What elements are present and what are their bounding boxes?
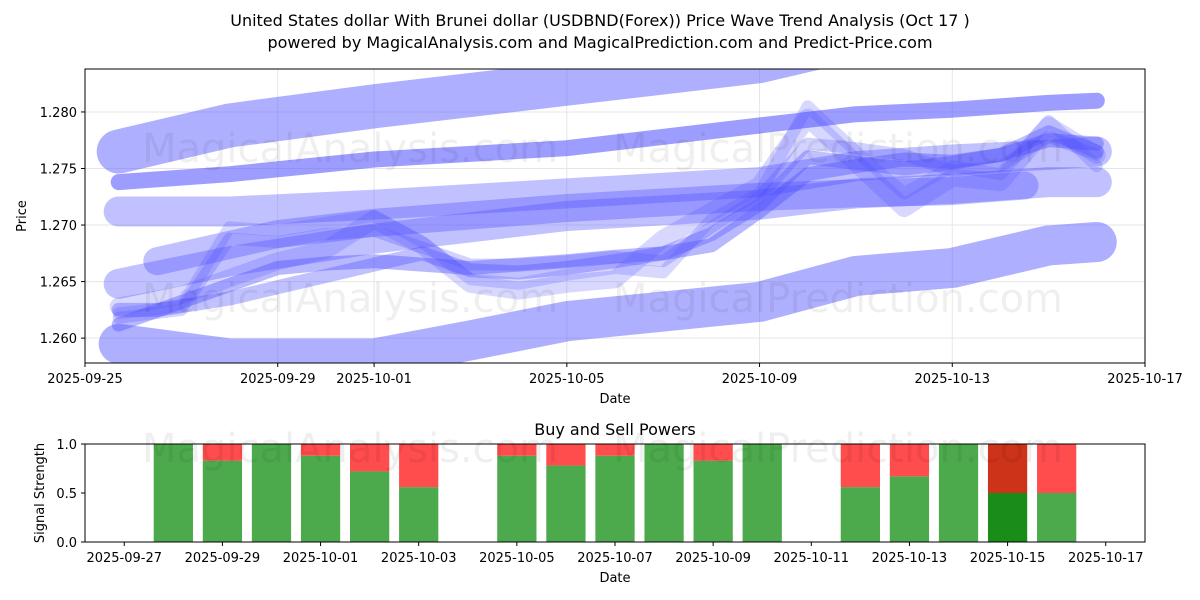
- sell-bar: [595, 444, 635, 456]
- buy-bar: [399, 487, 439, 542]
- buy-sell-y-axis-label: Signal Strength: [33, 443, 48, 543]
- buy-bar: [938, 444, 979, 542]
- sell-bar: [399, 444, 439, 488]
- buy-bar: [300, 455, 341, 542]
- watermark-right-top: MagicalPrediction.com: [613, 126, 1063, 172]
- buy-sell-chart: Buy and Sell Powers MagicalAnalysis.com …: [33, 420, 1146, 586]
- series-price-wave-2: [112, 130, 1103, 324]
- buy-sell-x-tick-label: 2025-10-05: [479, 551, 555, 566]
- buy-bar: [693, 460, 733, 542]
- price-x-tick-label: 2025-10-01: [336, 372, 412, 387]
- price-x-axis-label: Date: [599, 392, 630, 407]
- buy-sell-x-tick-label: 2025-10-07: [577, 551, 653, 566]
- buy-bar: [350, 471, 390, 542]
- buy-bar: [595, 455, 635, 542]
- sell-bar: [1037, 444, 1077, 493]
- price-y-ticks: 1.260 1.265 1.270 1.275 1.280: [40, 106, 85, 347]
- price-plot-frame: [84, 68, 1146, 364]
- buy-bar: [742, 444, 782, 542]
- buy-sell-y-tick-label: 1.0: [56, 438, 77, 453]
- price-x-ticks: 2025-09-25 2025-09-29 2025-10-01 2025-10-05…: [47, 363, 1183, 387]
- series-price-wave-1: [111, 125, 1104, 317]
- buy-bar: [889, 476, 930, 542]
- figure-title-line2: powered by MagicalAnalysis.com and Magic…: [267, 33, 932, 52]
- buy-sell-x-tick-label: 2025-10-13: [872, 551, 948, 566]
- price-series-clip: [96, 69, 1117, 363]
- buy-bar: [987, 493, 1028, 542]
- price-y-tick-label: 1.275: [40, 163, 77, 178]
- buy-bar: [644, 444, 684, 542]
- buy-sell-x-ticks: 2025-09-27 2025-09-29 2025-10-01 2025-10-03…: [86, 542, 1144, 566]
- buy-sell-x-tick-label: 2025-10-11: [774, 551, 850, 566]
- price-x-tick-label: 2025-10-13: [914, 372, 990, 387]
- buy-sell-y-tick-label: 0.0: [56, 536, 77, 551]
- price-x-tick-label: 2025-09-25: [47, 372, 123, 387]
- buy-sell-y-ticks: 0.0 0.5 1.0: [56, 438, 85, 551]
- buy-sell-x-tick-label: 2025-09-27: [86, 551, 162, 566]
- buy-bar: [251, 444, 292, 542]
- sell-bar: [350, 444, 390, 472]
- buy-bar: [202, 460, 243, 542]
- sell-bar: [546, 444, 586, 466]
- price-y-axis-label: Price: [15, 200, 30, 232]
- buy-sell-x-tick-label: 2025-10-15: [970, 551, 1046, 566]
- watermark-right-middle: MagicalPrediction.com: [613, 276, 1063, 322]
- sell-bar: [693, 444, 733, 461]
- series-lower-band: [98, 222, 1117, 363]
- watermark-left-top: MagicalAnalysis.com: [142, 126, 558, 172]
- price-y-tick-label: 1.280: [40, 106, 77, 121]
- buy-sell-x-tick-label: 2025-10-17: [1068, 551, 1144, 566]
- sell-bar: [987, 444, 1028, 493]
- buy-sell-x-tick-label: 2025-10-09: [675, 551, 751, 566]
- watermark-left-middle: MagicalAnalysis.com: [142, 276, 558, 322]
- price-plot-area: [85, 69, 1145, 363]
- buy-sell-title: Buy and Sell Powers: [534, 420, 696, 439]
- series-price-wave-4: [109, 108, 1106, 316]
- price-y-tick-label: 1.265: [40, 276, 77, 291]
- buy-bar: [153, 444, 193, 542]
- buy-sell-x-tick-label: 2025-10-01: [283, 551, 359, 566]
- price-wave-chart: MagicalAnalysis.com MagicalPrediction.co…: [15, 68, 1183, 407]
- price-y-tick-label: 1.270: [40, 219, 77, 234]
- sell-bar: [202, 444, 243, 461]
- series-upper-band: [96, 69, 823, 174]
- buy-bar: [1037, 493, 1077, 542]
- series-price-wave-5: [111, 133, 1104, 332]
- buy-sell-bars: [153, 444, 1077, 542]
- series-lower-band-high: [103, 167, 1112, 299]
- sell-bar: [889, 444, 930, 477]
- price-x-tick-label: 2025-09-29: [240, 372, 316, 387]
- sell-bar: [300, 444, 341, 456]
- watermark-right-bottom: MagicalPrediction.com: [613, 426, 1063, 472]
- sell-bar: [497, 444, 537, 456]
- series-price-wave-3: [112, 100, 1103, 320]
- figure-title-line1: United States dollar With Brunei dollar …: [230, 11, 970, 30]
- buy-sell-x-tick-label: 2025-10-03: [381, 551, 457, 566]
- buy-sell-y-tick-label: 0.5: [56, 487, 77, 502]
- series-upper-trend: [110, 92, 1105, 191]
- series-upper-band-low: [103, 136, 1112, 227]
- price-y-tick-label: 1.260: [40, 332, 77, 347]
- price-x-tick-label: 2025-10-09: [722, 372, 798, 387]
- series-mid-trend: [143, 171, 1039, 276]
- buy-sell-x-axis-label: Date: [599, 571, 630, 586]
- buy-sell-x-tick-label: 2025-09-29: [185, 551, 261, 566]
- price-x-tick-label: 2025-10-17: [1107, 372, 1183, 387]
- price-series-group: [96, 69, 1117, 363]
- buy-bar: [840, 487, 880, 542]
- price-x-tick-label: 2025-10-05: [529, 372, 605, 387]
- watermark-left-bottom: MagicalAnalysis.com: [142, 426, 558, 472]
- sell-bar: [840, 444, 880, 488]
- buy-bar: [546, 465, 586, 542]
- buy-bar: [497, 455, 537, 542]
